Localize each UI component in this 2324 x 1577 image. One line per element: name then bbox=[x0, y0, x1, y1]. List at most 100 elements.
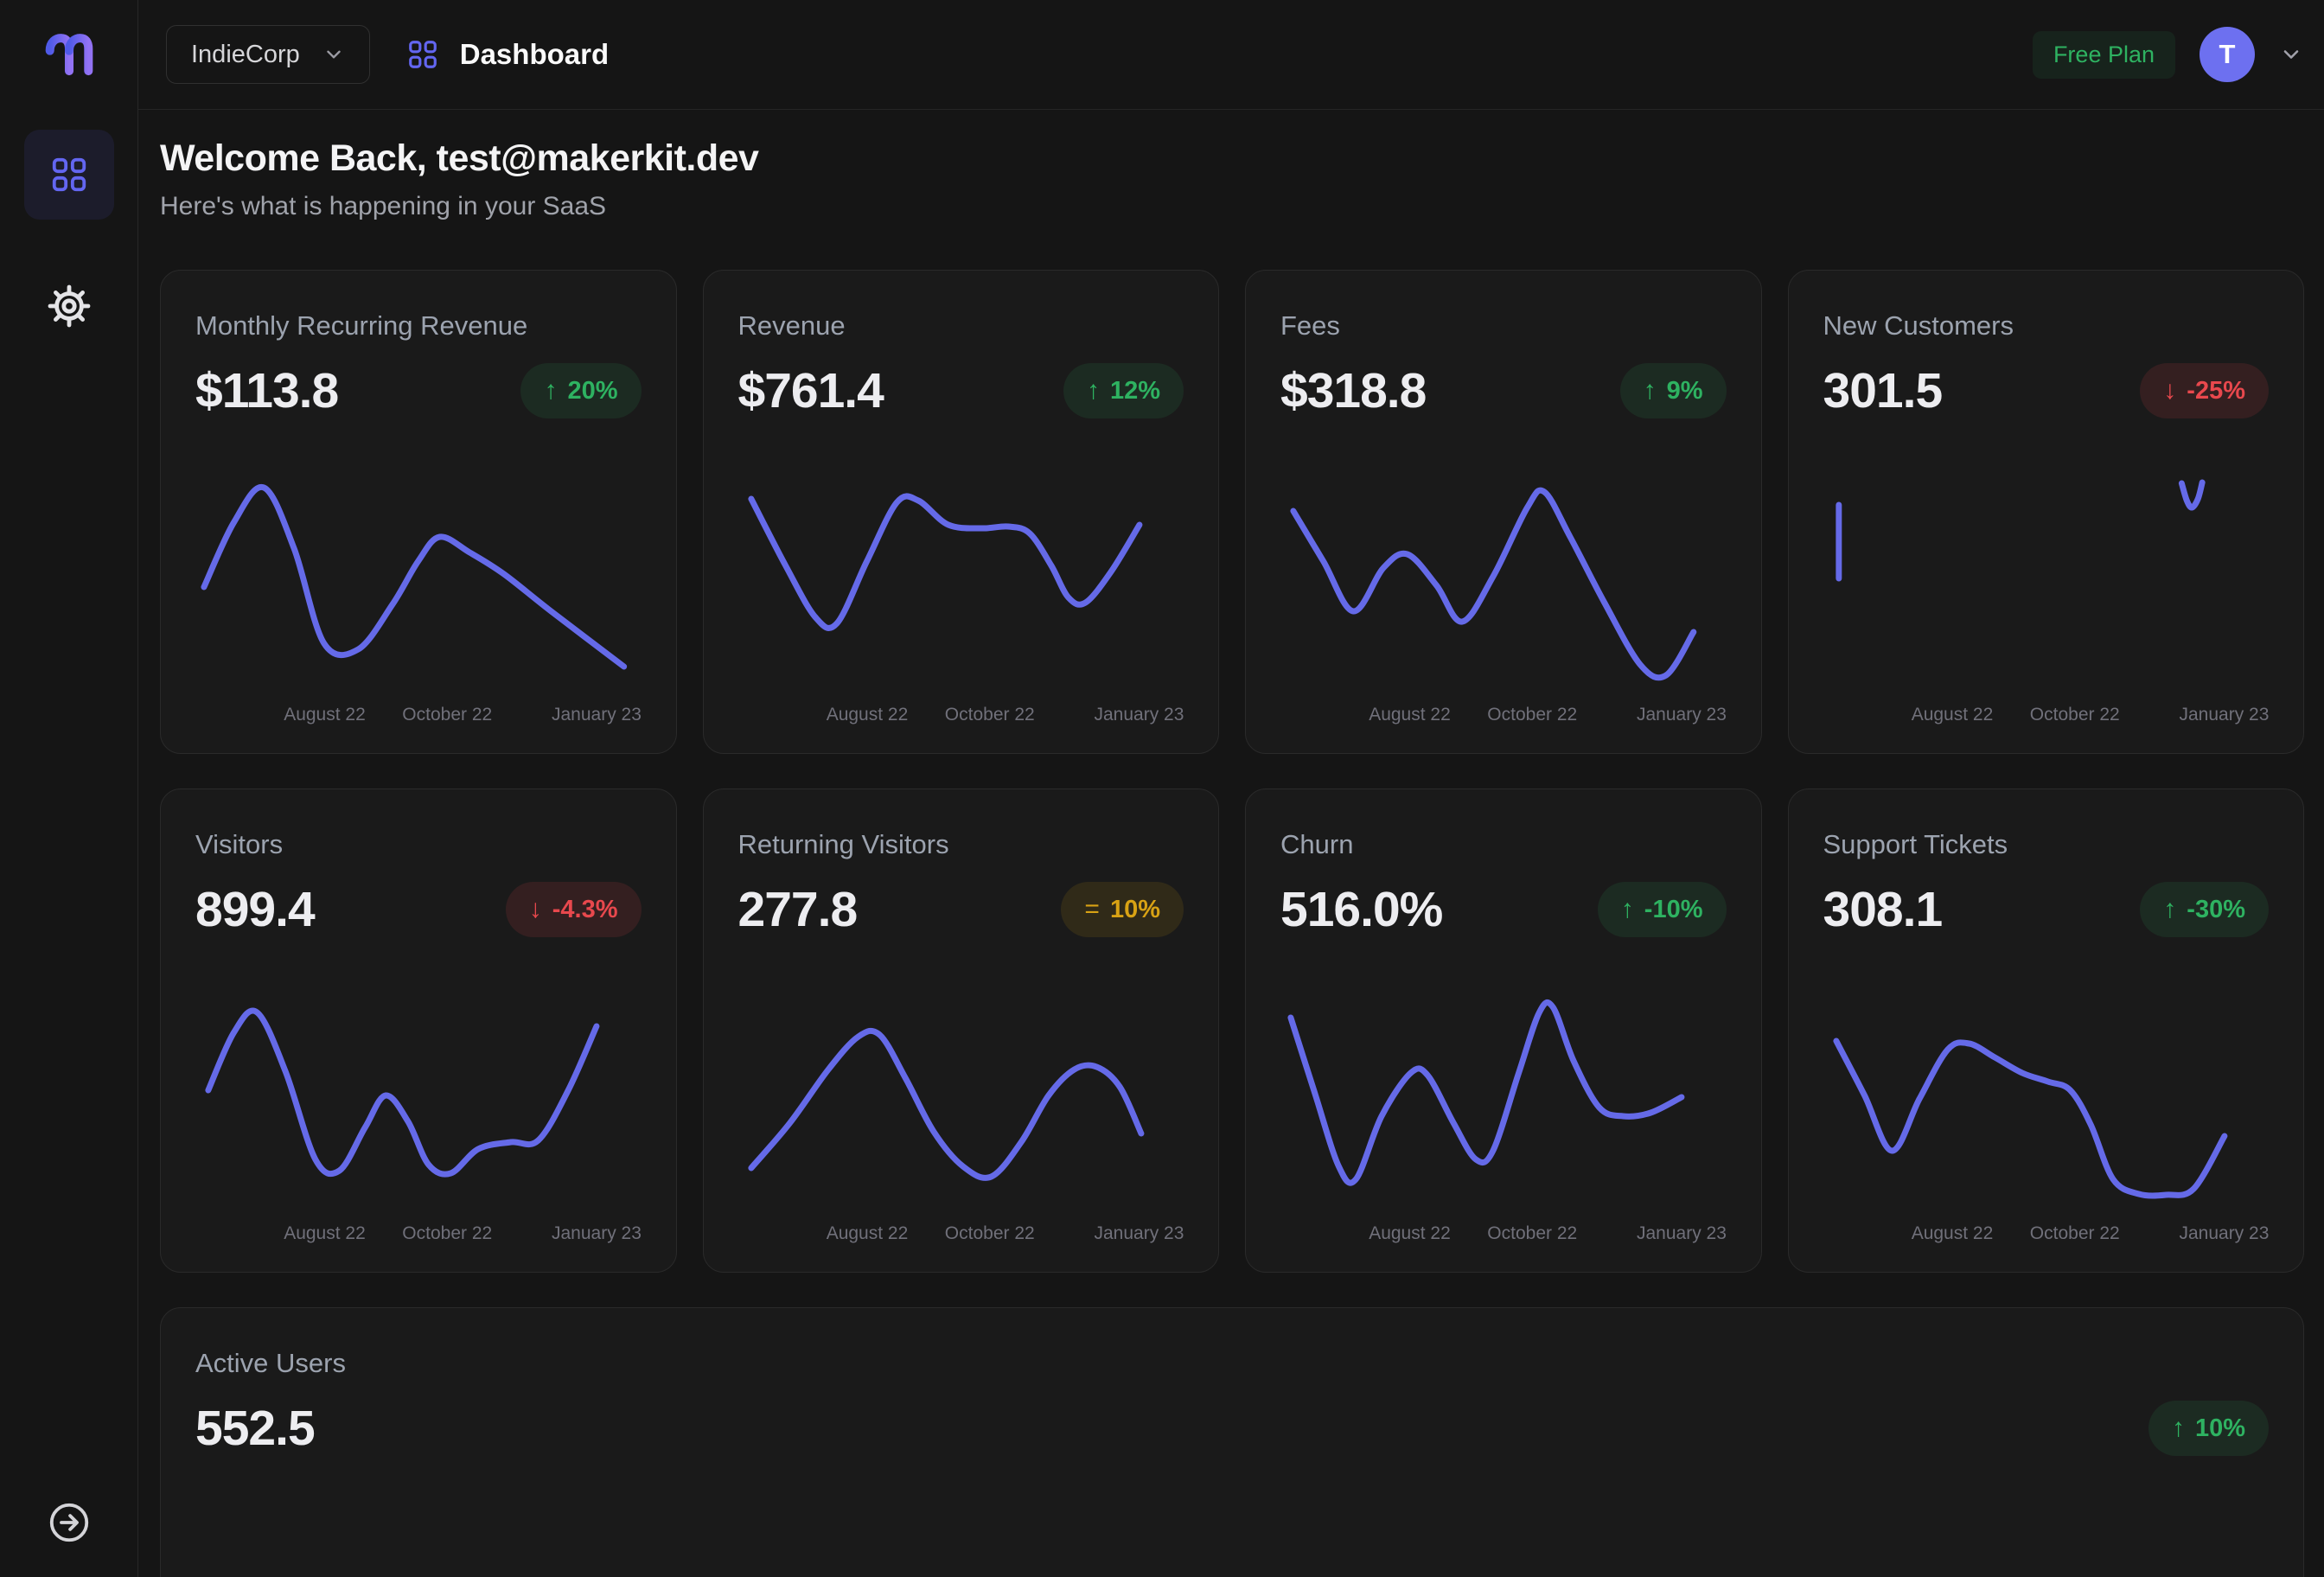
org-name: IndieCorp bbox=[191, 40, 300, 68]
axis-label: October 22 bbox=[2029, 705, 2120, 725]
axis-label: January 23 bbox=[551, 1223, 642, 1243]
trend-badge: = 10% bbox=[1061, 882, 1184, 937]
card-value-row: 277.8 = 10% bbox=[738, 881, 1184, 938]
card-value-row: 552.5 ↑ 10% bbox=[195, 1400, 2269, 1457]
axis-label: January 23 bbox=[2179, 1223, 2270, 1243]
sparkline-chart bbox=[1280, 475, 1727, 691]
sidebar-nav bbox=[23, 130, 114, 351]
card-title: New Customers bbox=[1823, 310, 2014, 341]
trend-badge: ↑ 10% bbox=[2148, 1401, 2269, 1456]
plan-badge[interactable]: Free Plan bbox=[2032, 30, 2175, 79]
org-switcher-button[interactable]: IndieCorp bbox=[166, 25, 370, 84]
welcome-title: Welcome Back, test@makerkit.dev bbox=[160, 137, 759, 179]
card-value-row: 899.4 ↓ -4.3% bbox=[195, 881, 642, 938]
welcome-subtitle: Here's what is happening in your SaaS bbox=[160, 192, 607, 220]
axis-label: October 22 bbox=[402, 705, 493, 725]
axis-label: October 22 bbox=[944, 1223, 1035, 1243]
trend-label: 20% bbox=[567, 376, 618, 405]
trend-label: -25% bbox=[2187, 376, 2245, 405]
sidebar-item-settings[interactable] bbox=[24, 261, 114, 351]
axis-labels: August 22 October 22 January 23 bbox=[1823, 701, 2270, 731]
axis-labels: August 22 October 22 January 23 bbox=[738, 1220, 1184, 1249]
topbar-right: Free Plan T bbox=[2032, 27, 2303, 82]
trend-badge: ↑ -10% bbox=[1597, 882, 1727, 937]
metric-card-revenue: Revenue $761.4 ↑ 12% August 22 October 22… bbox=[702, 270, 1219, 754]
axis-labels: August 22 October 22 January 23 bbox=[1823, 1220, 2270, 1249]
axis-labels: August 22 October 22 January 23 bbox=[1280, 1220, 1727, 1249]
card-title: Revenue bbox=[737, 310, 846, 341]
trend-badge: ↑ 20% bbox=[520, 363, 642, 418]
card-value: 516.0% bbox=[1280, 882, 1443, 937]
axis-label: January 23 bbox=[2179, 705, 2270, 725]
axis-label: October 22 bbox=[1487, 705, 1578, 725]
trend-badge: ↑ -30% bbox=[2140, 882, 2269, 937]
axis-label: October 22 bbox=[944, 705, 1035, 725]
axis-label: August 22 bbox=[826, 705, 909, 725]
axis-label: August 22 bbox=[1369, 1223, 1451, 1243]
axis-label: January 23 bbox=[1636, 705, 1727, 725]
topbar: IndieCorp Dashboard Free Plan T bbox=[138, 0, 2324, 110]
trend-icon: ↑ bbox=[2171, 1414, 2185, 1442]
axis-labels: August 22 October 22 January 23 bbox=[738, 701, 1184, 731]
trend-label: -30% bbox=[2187, 895, 2245, 923]
card-value-row: $113.8 ↑ 20% bbox=[195, 362, 642, 419]
dashboard-main: Welcome Back, test@makerkit.dev Here's w… bbox=[138, 110, 2324, 1577]
metric-card-new-customers: New Customers 301.5 ↓ -25% August 22 Octo… bbox=[1787, 270, 2304, 754]
collapse-sidebar-button[interactable] bbox=[46, 1499, 93, 1546]
sparkline-chart bbox=[195, 993, 642, 1210]
trend-badge: ↓ -4.3% bbox=[505, 882, 642, 937]
axis-label: October 22 bbox=[1487, 1223, 1578, 1243]
metric-card-support-tickets: Support Tickets 308.1 ↑ -30% August 22 Oc… bbox=[1787, 788, 2304, 1273]
trend-badge: ↓ -25% bbox=[2140, 363, 2269, 418]
card-value-row: 301.5 ↓ -25% bbox=[1823, 362, 2269, 419]
axis-labels: August 22 October 22 January 23 bbox=[195, 1220, 642, 1249]
axis-label: January 23 bbox=[1094, 705, 1184, 725]
trend-label: 9% bbox=[1666, 376, 1703, 405]
axis-label: January 23 bbox=[551, 705, 642, 725]
chevron-down-icon[interactable] bbox=[2279, 42, 2303, 67]
metric-card-mrr: Monthly Recurring Revenue $113.8 ↑ 20% A… bbox=[160, 270, 677, 754]
grid-icon bbox=[52, 157, 86, 192]
metric-card-active-users: Active Users 552.5 ↑ 10% bbox=[160, 1307, 2304, 1577]
card-value: 301.5 bbox=[1823, 363, 1944, 418]
card-title: Monthly Recurring Revenue bbox=[195, 310, 528, 341]
trend-badge: ↑ 9% bbox=[1619, 363, 1727, 418]
axis-labels: August 22 October 22 January 23 bbox=[195, 701, 642, 731]
sidebar bbox=[0, 0, 138, 1577]
metric-card-churn: Churn 516.0% ↑ -10% August 22 October 22 J… bbox=[1245, 788, 1762, 1273]
trend-icon: = bbox=[1084, 895, 1100, 923]
trend-icon: ↑ bbox=[1643, 376, 1657, 405]
trend-icon: ↑ bbox=[1620, 895, 1634, 923]
card-title: Returning Visitors bbox=[737, 829, 949, 859]
trend-badge: ↑ 12% bbox=[1063, 363, 1184, 418]
grid-icon bbox=[408, 41, 437, 68]
axis-label: August 22 bbox=[284, 1223, 366, 1243]
card-value-row: $761.4 ↑ 12% bbox=[738, 362, 1184, 419]
card-title: Active Users bbox=[195, 1348, 346, 1378]
sparkline-chart bbox=[1823, 993, 2270, 1210]
sparkline-chart bbox=[195, 475, 642, 691]
metrics-grid: Monthly Recurring Revenue $113.8 ↑ 20% A… bbox=[160, 270, 2304, 1577]
gear-icon bbox=[48, 284, 90, 328]
card-value-row: 516.0% ↑ -10% bbox=[1280, 881, 1727, 938]
axis-label: January 23 bbox=[1636, 1223, 1727, 1243]
trend-icon: ↑ bbox=[1086, 376, 1100, 405]
card-title: Support Tickets bbox=[1823, 829, 2008, 859]
axis-label: August 22 bbox=[284, 705, 366, 725]
sidebar-item-dashboard[interactable] bbox=[23, 130, 114, 220]
metric-card-returning-visitors: Returning Visitors 277.8 = 10% August 22… bbox=[702, 788, 1219, 1273]
card-value: $113.8 bbox=[195, 363, 339, 418]
axis-label: October 22 bbox=[2029, 1223, 2120, 1243]
card-value: 899.4 bbox=[195, 882, 316, 937]
trend-icon: ↑ bbox=[2163, 895, 2177, 923]
axis-label: January 23 bbox=[1094, 1223, 1184, 1243]
avatar[interactable]: T bbox=[2200, 27, 2255, 82]
trend-label: -4.3% bbox=[552, 895, 618, 923]
metric-card-fees: Fees $318.8 ↑ 9% August 22 October 22 Janu… bbox=[1245, 270, 1762, 754]
axis-label: August 22 bbox=[1369, 705, 1451, 725]
trend-label: 10% bbox=[1109, 895, 1160, 923]
card-value: 552.5 bbox=[195, 1401, 316, 1456]
card-title: Visitors bbox=[195, 829, 284, 859]
card-value: $318.8 bbox=[1280, 363, 1427, 418]
